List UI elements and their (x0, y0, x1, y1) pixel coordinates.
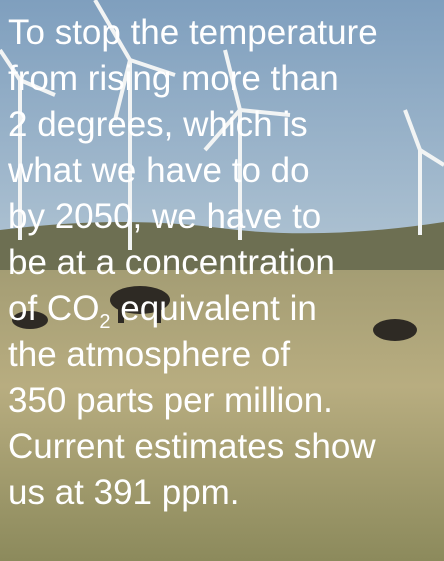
text-line: 350 parts per million. (8, 381, 333, 420)
text-line: 2 degrees, which is (8, 105, 308, 144)
text-line: from rising more than (8, 59, 339, 98)
text-part: equivalent in (111, 289, 317, 328)
text-line: be at a concentration (8, 243, 335, 282)
text-line: by 2050, we have to (8, 197, 321, 236)
text-line: the atmosphere of (8, 335, 290, 374)
text-part: of CO (8, 289, 99, 328)
subscript: 2 (99, 311, 110, 333)
poster: To stop the temperature from rising more… (0, 0, 444, 561)
text-line: To stop the temperature (8, 13, 378, 52)
text-line: Current estimates show (8, 427, 376, 466)
text-line: us at 391 ppm. (8, 473, 240, 512)
text-line: what we have to do (7, 151, 310, 190)
text-line: of CO2 equivalent in (8, 289, 317, 333)
page: To stop the temperature from rising more… (0, 0, 444, 561)
